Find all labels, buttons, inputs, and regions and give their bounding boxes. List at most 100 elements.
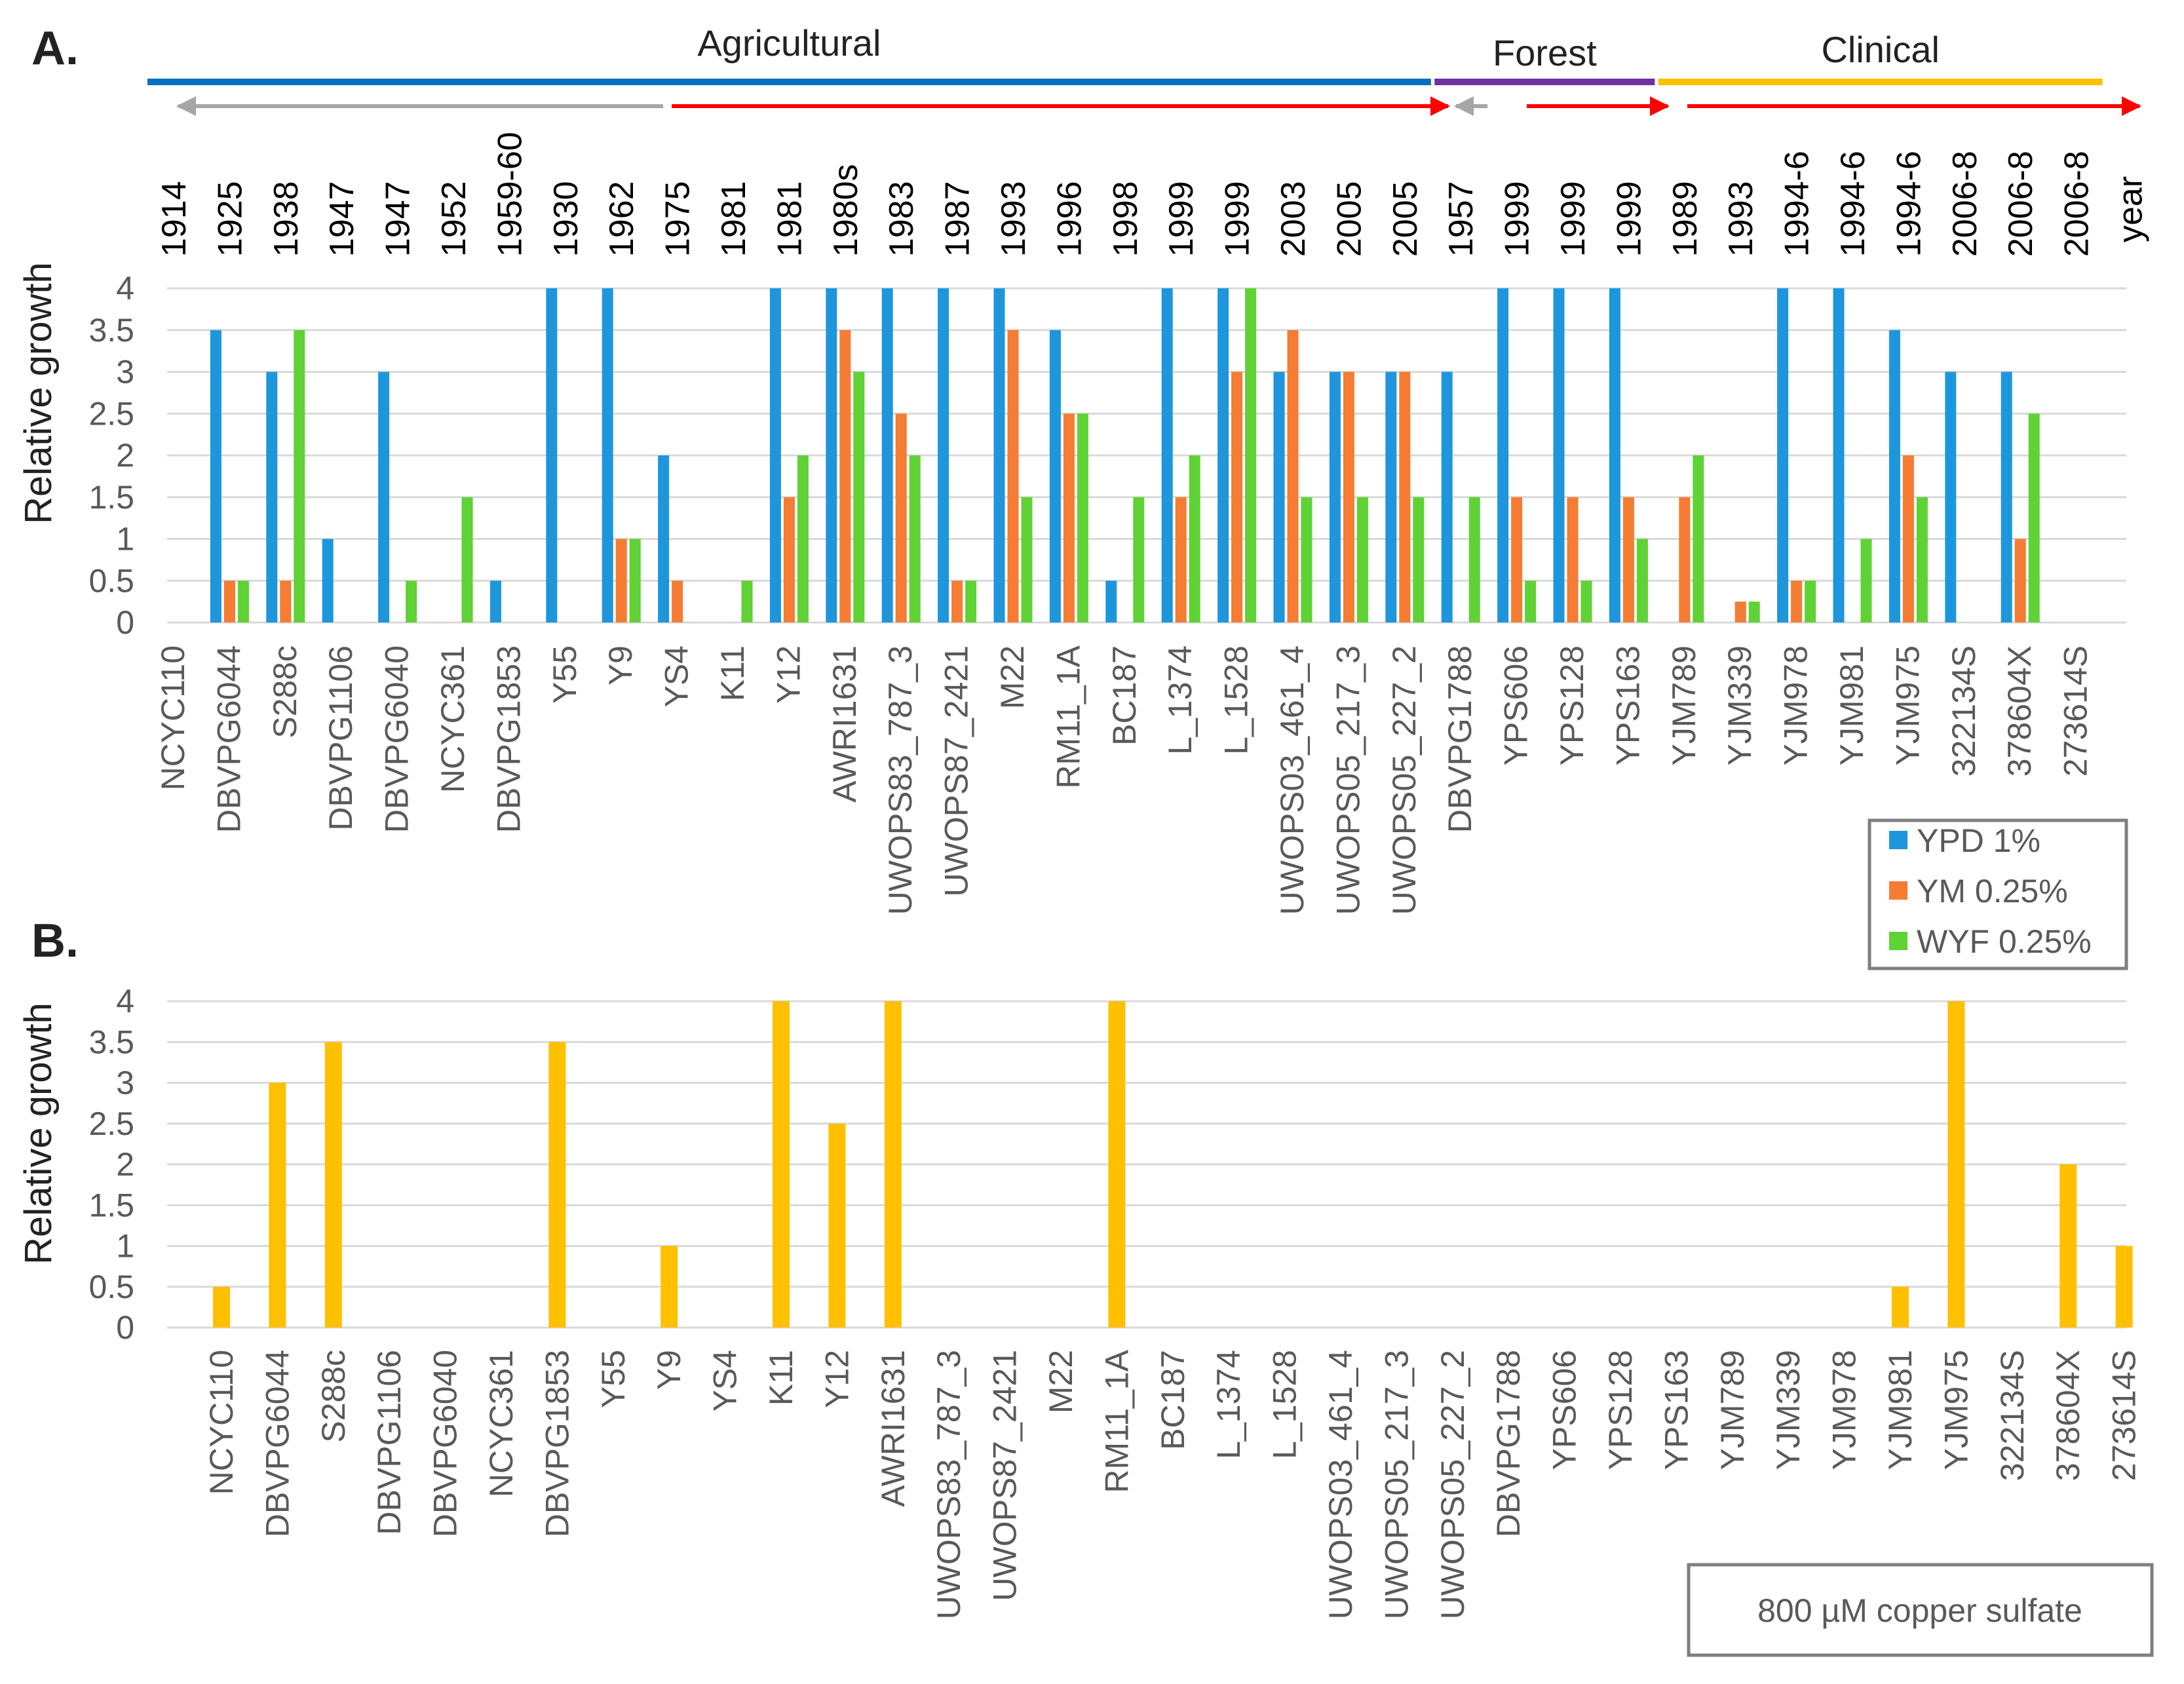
panel-b-category-label: DBVPG6044 <box>259 1350 296 1537</box>
panel-a-ytick: 2 <box>116 437 134 474</box>
panel-a-bar <box>881 288 893 622</box>
year-label: 1987 <box>939 181 977 257</box>
panel-b-ytick: 4 <box>116 983 134 1020</box>
panel-b-category-label: YJM975 <box>1938 1350 1974 1470</box>
panel-a-category-label: YPS128 <box>1554 645 1590 765</box>
panel-b-ytick: 1.5 <box>88 1187 134 1223</box>
year-label: 1947 <box>323 181 361 257</box>
panel-a-bar <box>1161 288 1173 622</box>
panel-b-category-label: BC187 <box>1155 1350 1191 1450</box>
year-label: 1994-6 <box>1834 151 1872 257</box>
panel-a-bar <box>280 581 292 622</box>
panel-a-bar <box>1413 497 1425 622</box>
panel-a-ytick: 3.5 <box>88 312 134 349</box>
panel-a-bar <box>266 372 278 622</box>
panel-a-bar <box>1189 455 1200 622</box>
panel-a-category-label: AWRI1631 <box>826 645 863 803</box>
panel-a-category-label: 322134S <box>1945 645 1982 776</box>
panel-a-bar <box>406 581 417 622</box>
panel-b-category-label: L_1528 <box>1267 1350 1303 1459</box>
panel-a-category-label: K11 <box>714 645 751 701</box>
year-label: 1957 <box>1442 181 1480 257</box>
panel-a-bar <box>1497 288 1509 622</box>
panel-a-bar <box>1007 330 1019 622</box>
group-label: Clinical <box>1821 29 1940 70</box>
panel-b-bar <box>548 1042 566 1328</box>
panel-a-label: A. <box>31 22 79 75</box>
panel-b-bar <box>1108 1001 1126 1328</box>
year-label: 1975 <box>659 181 697 257</box>
panel-a-category-label: UWOPS83_787_3 <box>882 645 919 915</box>
year-label: 1983 <box>883 181 921 257</box>
panel-a-bar <box>210 330 221 622</box>
year-label: 1999 <box>1554 181 1592 257</box>
year-label: 1959-60 <box>491 132 529 257</box>
year-label: 1989 <box>1666 181 1704 257</box>
panel-a-bar <box>1511 497 1523 622</box>
panel-a-bar <box>1609 288 1620 622</box>
panel-a-bar <box>909 455 921 622</box>
panel-b-category-label: RM11_1A <box>1098 1349 1135 1493</box>
panel-a-bar <box>1805 581 1816 622</box>
panel-b-bar <box>2059 1164 2077 1328</box>
panel-a-category-label: DBVPG1853 <box>490 645 527 833</box>
year-label: 1996 <box>1050 181 1088 257</box>
legend-wyf-swatch <box>1889 932 1907 950</box>
panel-a-bar <box>1049 330 1061 622</box>
legend-copper-label: 800 µM copper sulfate <box>1757 1592 2082 1629</box>
panel-b-bar <box>1892 1286 1909 1328</box>
panel-b-ytick: 1 <box>116 1228 134 1265</box>
panel-b-category-label: YJM978 <box>1826 1350 1863 1470</box>
panel-a-bar <box>1399 372 1411 622</box>
panel-b-ylabel: Relative growth <box>17 1003 60 1265</box>
panel-b-category-label: L_1374 <box>1210 1350 1247 1459</box>
panel-b-bar <box>1947 1001 1965 1328</box>
panel-a-bar <box>1679 497 1691 622</box>
panel-a-bar <box>1945 372 1957 622</box>
panel-a-bar <box>1385 372 1397 622</box>
panel-b-category-label: NCYC110 <box>203 1350 240 1495</box>
panel-a-bar <box>602 288 613 622</box>
legend-ym-swatch <box>1889 881 1907 900</box>
panel-a-bar <box>1748 602 1760 622</box>
panel-a-category-label: DBVPG6040 <box>379 645 415 833</box>
year-label: 2006-8 <box>2002 151 2040 257</box>
panel-b-category-label: Y12 <box>818 1350 855 1408</box>
panel-b-category-label: DBVPG6040 <box>427 1350 464 1537</box>
panel-a-bar <box>2001 372 2012 622</box>
panel-b-ytick: 0 <box>116 1309 134 1346</box>
panel-a-bar <box>938 288 949 622</box>
panel-a-bar <box>1217 288 1229 622</box>
panel-a-ytick: 1.5 <box>88 479 134 516</box>
panel-a-bar <box>629 539 641 622</box>
legend-ym-label: YM 0.25% <box>1917 873 2068 909</box>
panel-a-category-label: YJM981 <box>1833 645 1870 765</box>
year-label: 1999 <box>1499 181 1537 257</box>
year-label: 2006-8 <box>1946 151 1984 257</box>
year-axis-label: year <box>2112 176 2150 242</box>
panel-a-bar <box>1301 497 1312 622</box>
panel-a-bar <box>1860 539 1872 622</box>
panel-b-category-label: YJM789 <box>1714 1350 1751 1470</box>
panel-b-ytick: 2.5 <box>88 1105 134 1142</box>
panel-b-category-label: NCYC361 <box>483 1350 520 1497</box>
panel-a-bar <box>1356 497 1368 622</box>
panel-a-category-label: UWOPS05_227_2 <box>1386 645 1423 915</box>
panel-a-category-label: UWOPS87_2421 <box>938 645 975 897</box>
panel-b-category-label: YJM981 <box>1882 1350 1919 1470</box>
panel-a-category-label: UWOPS03_461_4 <box>1274 645 1311 915</box>
panel-a-bar <box>1133 497 1145 622</box>
panel-a-bar <box>895 413 907 622</box>
panel-a-bar <box>1329 372 1341 622</box>
panel-a-category-label: NCYC110 <box>155 645 191 790</box>
panel-a-category-label: DBVPG1788 <box>1442 645 1478 833</box>
panel-a-bar <box>965 581 977 622</box>
panel-a-bar <box>826 288 837 622</box>
panel-b-ytick: 3.5 <box>88 1024 134 1060</box>
panel-a-bar <box>1636 539 1648 622</box>
year-label: 2005 <box>1387 181 1425 257</box>
year-label: 1962 <box>603 181 641 257</box>
panel-b-chart: Relative growth 0 0.5 1 1.5 2 2.5 3 3.5 4 NCYC110… <box>17 983 2143 1619</box>
panel-a-bar <box>769 288 781 622</box>
